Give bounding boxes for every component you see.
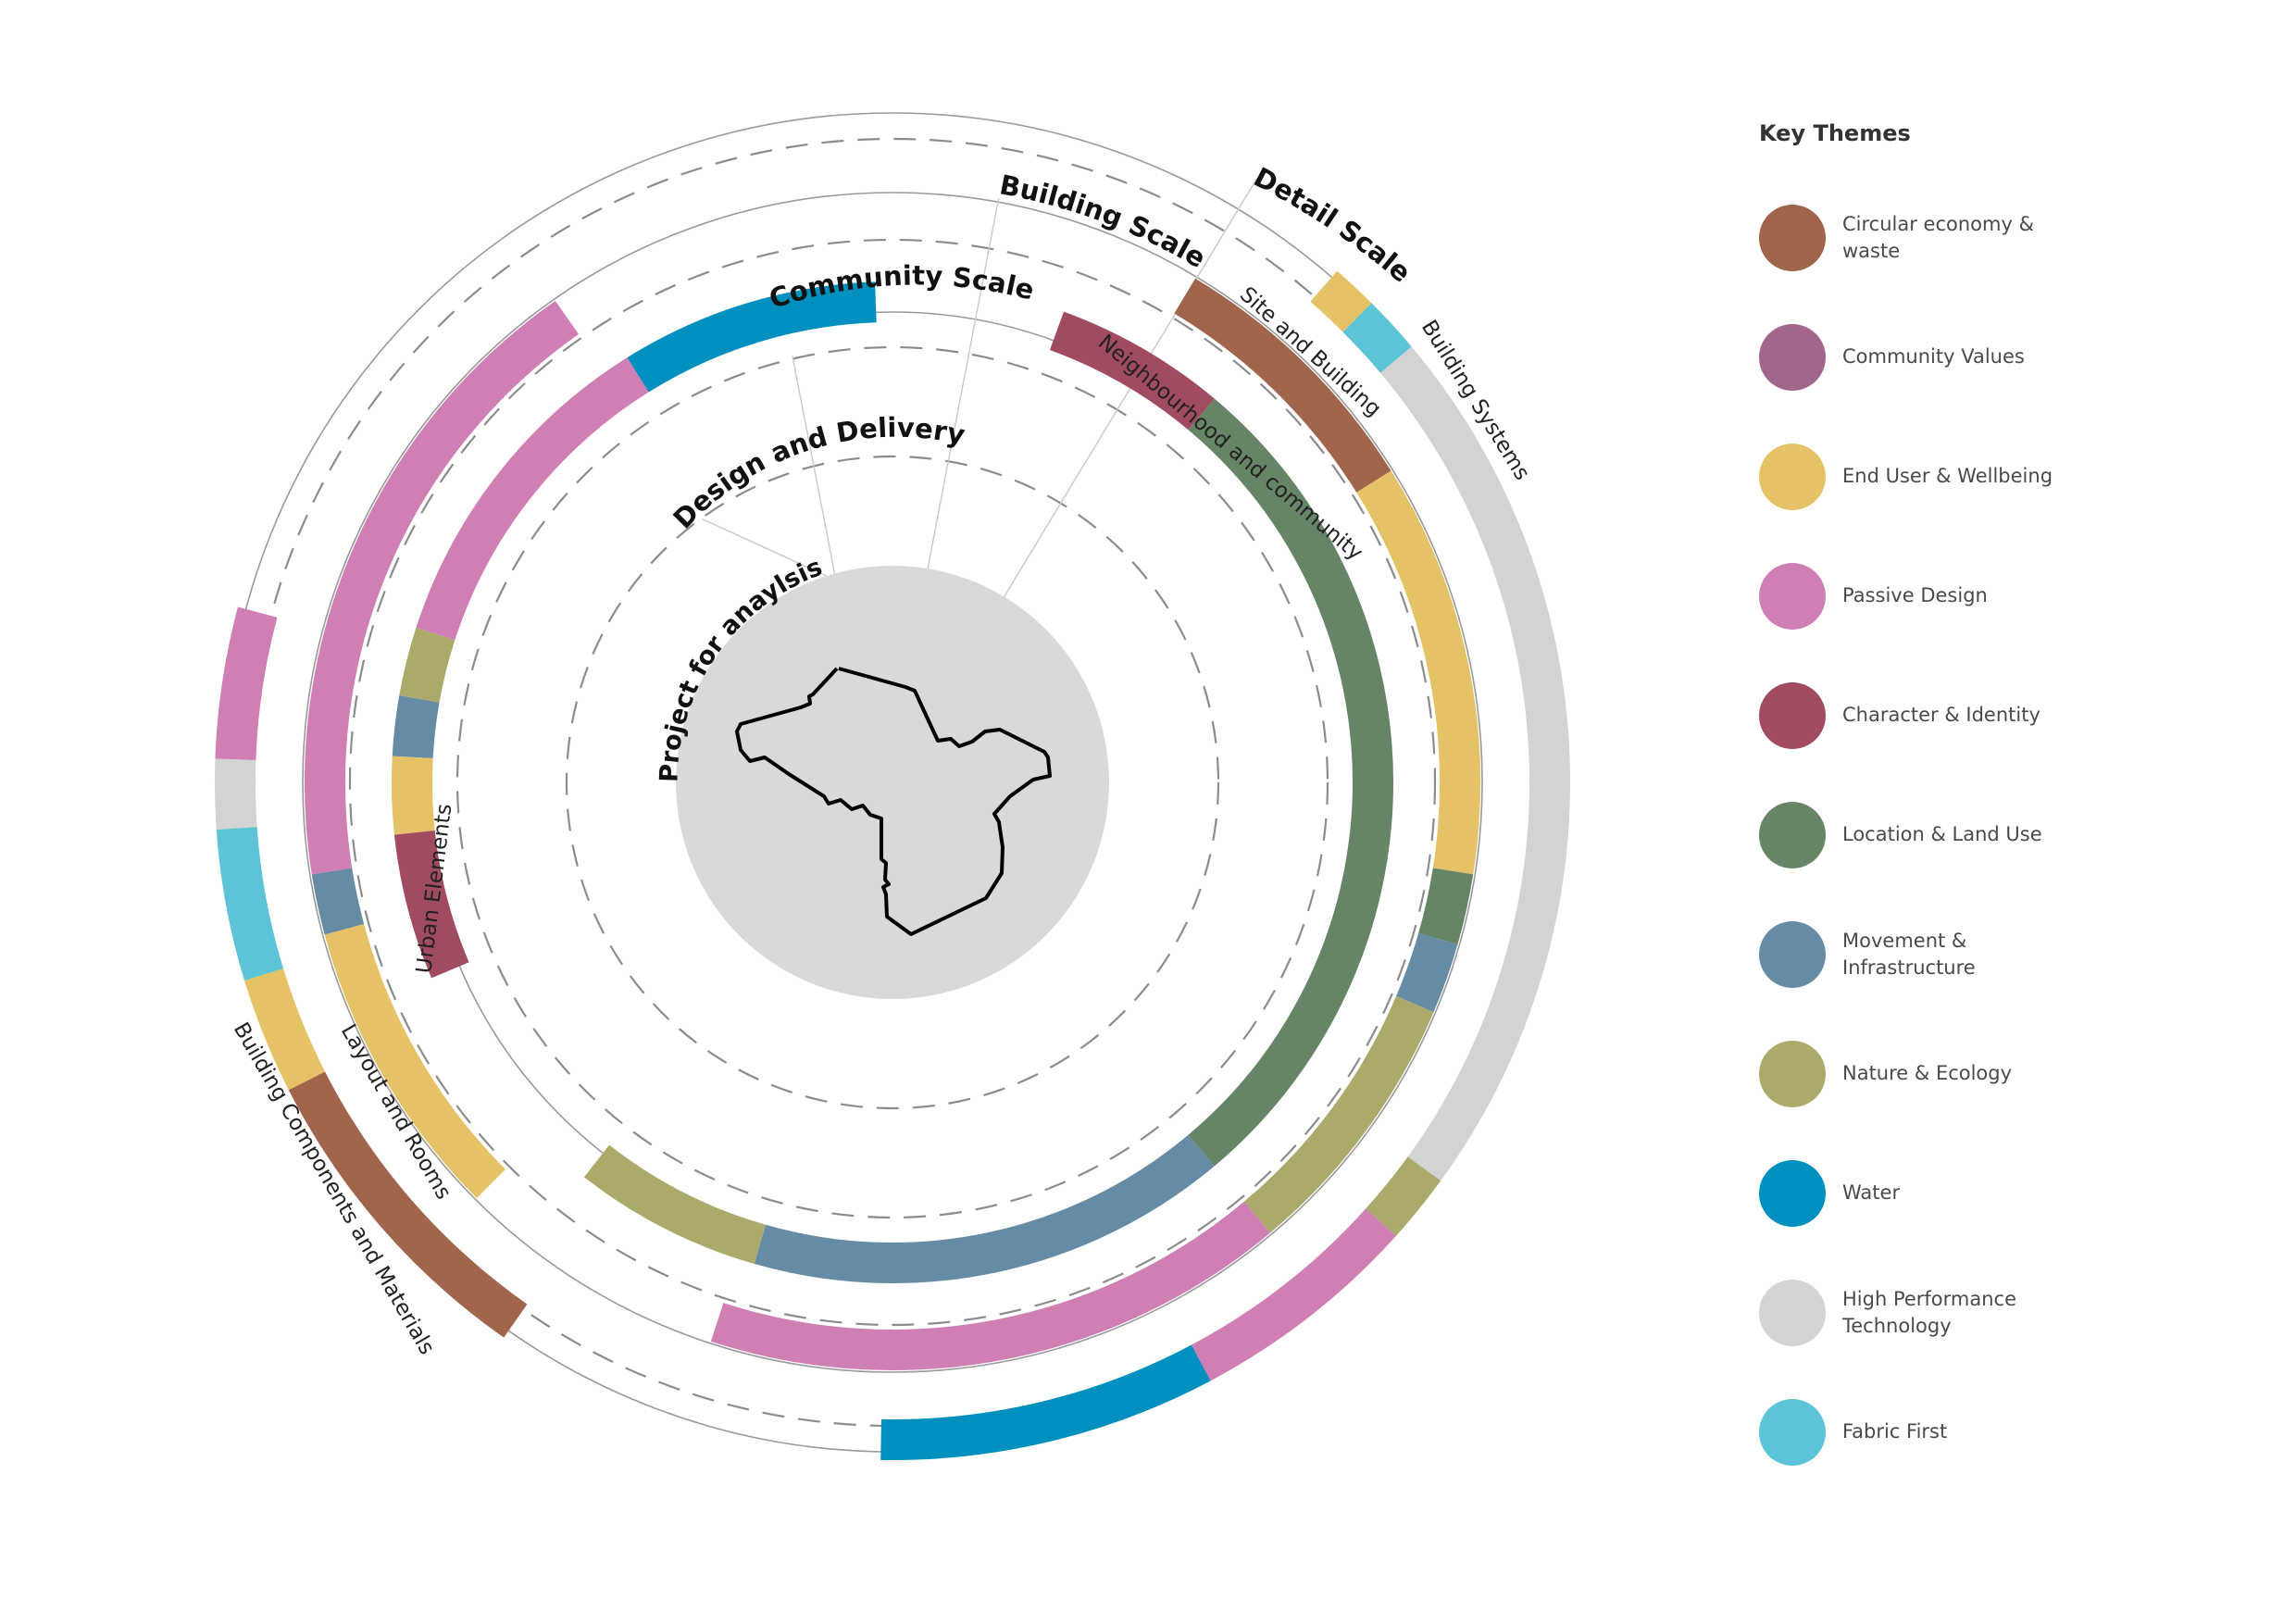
community-segment-passive [416,357,649,641]
legend-swatch-water [1759,1159,1826,1227]
guide-line [702,518,828,577]
legend-item-community: Community Values [1759,297,2240,417]
design-dashed-ring [565,455,1220,1110]
building-segment-movement [1395,932,1458,1013]
community-segment-character [393,830,469,979]
scale-label-building: Building Scale [997,169,1211,274]
guide-line [792,356,836,578]
legend-swatch-passive [1759,562,1826,630]
legend-item-enduser: End User & Wellbeing [1759,417,2240,536]
detail-segment-enduser [243,968,326,1091]
scale-label-detail: Detail Scale [1249,161,1417,289]
detail-segment-fabric [1342,303,1412,373]
legend-item-water: Water [1759,1133,2240,1253]
community-dashed-ring [455,345,1329,1219]
legend-item-nature: Nature & Ecology [1759,1014,2240,1133]
detail-segment-hpt [1380,346,1570,1181]
legend-item-passive: Passive Design [1759,536,2240,656]
legend-swatch-location [1759,801,1826,868]
legend-swatch-nature [1759,1040,1826,1107]
legend-label-enduser: End User & Wellbeing [1842,465,2053,487]
guide-line [1001,179,1257,602]
community-segment-location [1188,398,1394,1167]
legend-title: Key Themes [1759,120,1911,146]
building-segment-location [1418,868,1474,945]
building-segment-enduser [1356,470,1481,875]
legend-swatch-hpt [1759,1279,1826,1346]
scale-label-design: Design and Delivery [667,412,967,535]
legend-label-community: Community Values [1842,345,2025,368]
scale-ring-diagram: Project for anaylsis Design and Delivery… [214,112,1570,1460]
detail-segment-enduser [1310,270,1372,332]
legend-item-character: Character & Identity [1759,656,2240,775]
legend-item-hpt: High Performance Technology [1759,1253,2240,1372]
community-segment-character [1049,311,1215,431]
detail-segment-nature [1366,1156,1441,1236]
detail-segment-fabric [216,826,284,981]
legend-label-character: Character & Identity [1842,704,2040,726]
legend-item-location: Location & Land Use [1759,775,2240,894]
legend-list: Circular economy & waste Community Values… [1759,178,2240,1492]
legend-swatch-fabric [1759,1398,1826,1466]
building-segment-enduser [324,923,506,1199]
guide-lines [702,179,1257,602]
guide-line [926,197,1000,573]
building-ring-outline [302,192,1483,1373]
legend-swatch-enduser [1759,443,1826,510]
building-segment-circular [1174,278,1391,493]
building-segment-movement [311,868,365,935]
community-segment-movement [754,1134,1215,1283]
community-segment-movement [392,695,440,759]
community-segment-nature [399,627,455,704]
building-dashed-ring [348,238,1437,1327]
detail-segment-passive [1191,1208,1396,1381]
legend-item-movement: Movement & Infrastructure [1759,894,2240,1014]
legend-label-location: Location & Land Use [1842,823,2042,845]
detail-segment-water [880,1344,1211,1460]
legend-label-water: Water [1842,1181,1901,1204]
community-segment-water [627,281,877,393]
legend-swatch-community [1759,323,1826,391]
detail-segment-passive [215,606,278,761]
site-outline-icon [735,667,1052,936]
legend-item-fabric: Fabric First [1759,1372,2240,1492]
legend-label-passive: Passive Design [1842,584,1988,606]
legend-label-nature: Nature & Ecology [1842,1062,2013,1084]
theme-segments [214,270,1570,1460]
key-themes-legend: Key Themes Circular economy & waste Commu… [1759,120,2240,1492]
legend-label-movement: Movement & Infrastructure [1842,929,1976,979]
building-segment-nature [1243,995,1434,1233]
building-segment-passive [710,1201,1271,1370]
detail-segment-circular [288,1071,528,1338]
legend-label-circular: Circular economy & waste [1842,212,2034,262]
legend-swatch-circular [1759,204,1826,271]
legend-swatch-character [1759,681,1826,749]
legend-item-circular: Circular economy & waste [1759,178,2240,297]
building-segment-passive [304,300,580,875]
detail-segment-hpt [214,758,257,831]
project-disc [676,566,1109,999]
legend-label-hpt: High Performance Technology [1842,1287,2017,1337]
legend-swatch-movement [1759,920,1826,988]
community-segment-nature [583,1144,767,1265]
community-segment-enduser [392,756,435,835]
legend-label-fabric: Fabric First [1842,1420,1948,1443]
